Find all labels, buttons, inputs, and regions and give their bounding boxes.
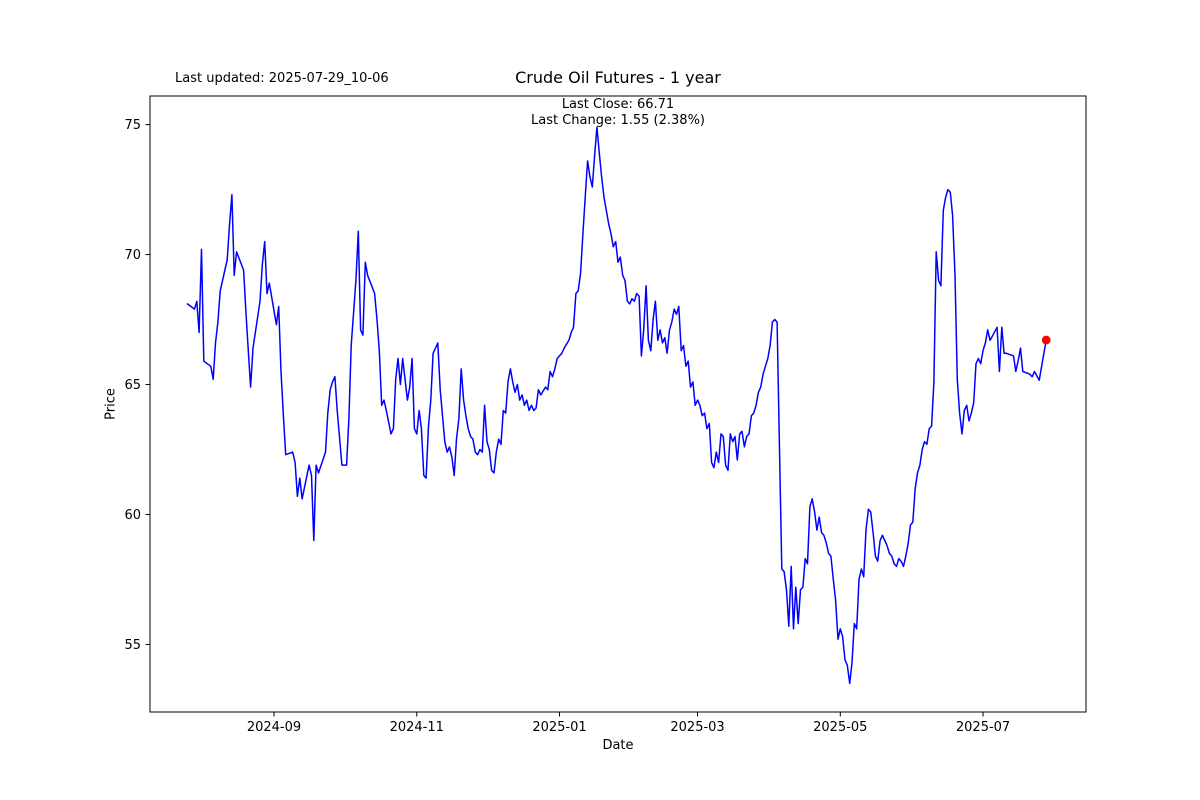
x-tick-label: 2025-05 [813,720,867,735]
y-tick-label: 55 [124,638,141,653]
x-axis-label: Date [602,738,634,753]
x-tick-label: 2025-01 [532,720,586,735]
x-tick-label: 2024-09 [247,720,301,735]
plot-border [149,95,1087,713]
last-updated-text: Last updated: 2025-07-29_10-06 [175,71,389,86]
x-tick-label: 2025-03 [670,720,724,735]
y-axis-label: Price [103,388,119,420]
last-change-annotation: Last Change: 1.55 (2.38%) [530,113,705,128]
y-tick-label: 70 [124,248,141,263]
x-tick-label: 2024-11 [390,720,444,735]
y-tick-label: 65 [124,378,141,393]
chart-title: Crude Oil Futures - 1 year [515,68,721,87]
last-close-annotation: Last Close: 66.71 [561,97,675,112]
y-tick-label: 60 [124,508,141,523]
last-close-marker [1041,335,1051,345]
x-tick-label: 2025-07 [956,720,1010,735]
price-line [186,126,1047,685]
y-tick-label: 75 [124,118,141,133]
